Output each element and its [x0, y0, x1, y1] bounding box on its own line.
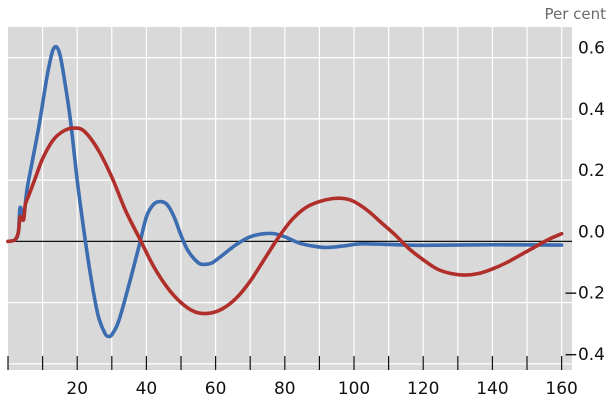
x-tick-label: 100	[338, 379, 370, 399]
x-tick-label: 80	[274, 379, 296, 399]
x-axis-ticks	[7, 356, 563, 370]
x-axis-tick-labels: 20 40 60 80 100 120 140 160	[66, 379, 577, 399]
series-layer	[6, 44, 564, 339]
y-tick-label: 0.6	[578, 39, 605, 59]
horizontal-gridlines	[8, 57, 572, 365]
x-tick-label: 60	[205, 379, 227, 399]
y-tick-label: −0.2	[564, 284, 605, 304]
y-tick-label: 0.4	[578, 100, 605, 120]
x-tick-label: 160	[545, 379, 577, 399]
x-tick-label: 140	[476, 379, 508, 399]
x-tick-label: 40	[136, 379, 158, 399]
y-tick-label: 0.0	[578, 222, 605, 242]
vertical-gridlines	[42, 27, 563, 370]
series-line-1	[6, 44, 564, 339]
series-line-2	[6, 126, 564, 316]
x-tick-label: 20	[66, 379, 88, 399]
x-tick-label: 120	[407, 379, 439, 399]
y-tick-label: 0.2	[578, 161, 605, 181]
y-tick-label: −0.4	[564, 345, 605, 365]
y-axis-tick-labels: 0.6 0.4 0.2 0.0 −0.2 −0.4	[564, 39, 605, 365]
unit-label: Per cent	[544, 5, 606, 23]
plot-background	[8, 27, 572, 370]
